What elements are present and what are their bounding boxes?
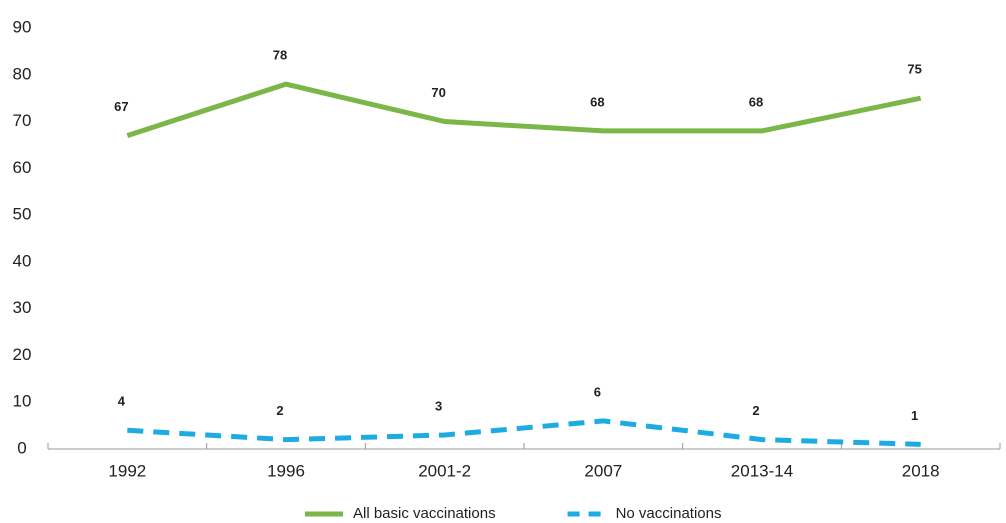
x-tick-label: 1992 bbox=[108, 461, 146, 480]
data-label: 75 bbox=[907, 62, 921, 77]
data-label: 3 bbox=[435, 398, 442, 413]
y-tick-label: 70 bbox=[13, 111, 32, 130]
legend-label: All basic vaccinations bbox=[353, 505, 496, 522]
y-tick-label: 90 bbox=[13, 17, 32, 36]
data-label: 2 bbox=[276, 403, 283, 418]
data-label: 68 bbox=[590, 94, 604, 109]
y-tick-label: 20 bbox=[13, 345, 32, 364]
data-label: 6 bbox=[594, 384, 601, 399]
series-line bbox=[126, 81, 922, 138]
x-tick-label: 2001-2 bbox=[418, 461, 471, 480]
x-tick-label: 2013-14 bbox=[731, 461, 793, 480]
data-label: 70 bbox=[431, 85, 445, 100]
y-tick-label: 60 bbox=[13, 158, 32, 177]
series-line bbox=[127, 418, 921, 447]
legend-label: No vaccinations bbox=[616, 505, 722, 522]
data-label: 68 bbox=[749, 94, 763, 109]
y-tick-label: 50 bbox=[13, 205, 32, 224]
data-label: 67 bbox=[114, 99, 128, 114]
y-tick-label: 40 bbox=[13, 251, 32, 270]
data-label: 4 bbox=[118, 394, 126, 409]
x-tick-label: 2018 bbox=[902, 461, 940, 480]
y-tick-label: 0 bbox=[17, 438, 26, 457]
data-label: 1 bbox=[911, 408, 918, 423]
x-tick-label: 1996 bbox=[267, 461, 305, 480]
y-tick-label: 10 bbox=[13, 392, 32, 411]
y-tick-label: 80 bbox=[13, 64, 32, 83]
y-tick-label: 30 bbox=[13, 298, 32, 317]
x-tick-label: 2007 bbox=[584, 461, 622, 480]
data-label: 78 bbox=[273, 48, 287, 63]
data-label: 2 bbox=[752, 403, 759, 418]
